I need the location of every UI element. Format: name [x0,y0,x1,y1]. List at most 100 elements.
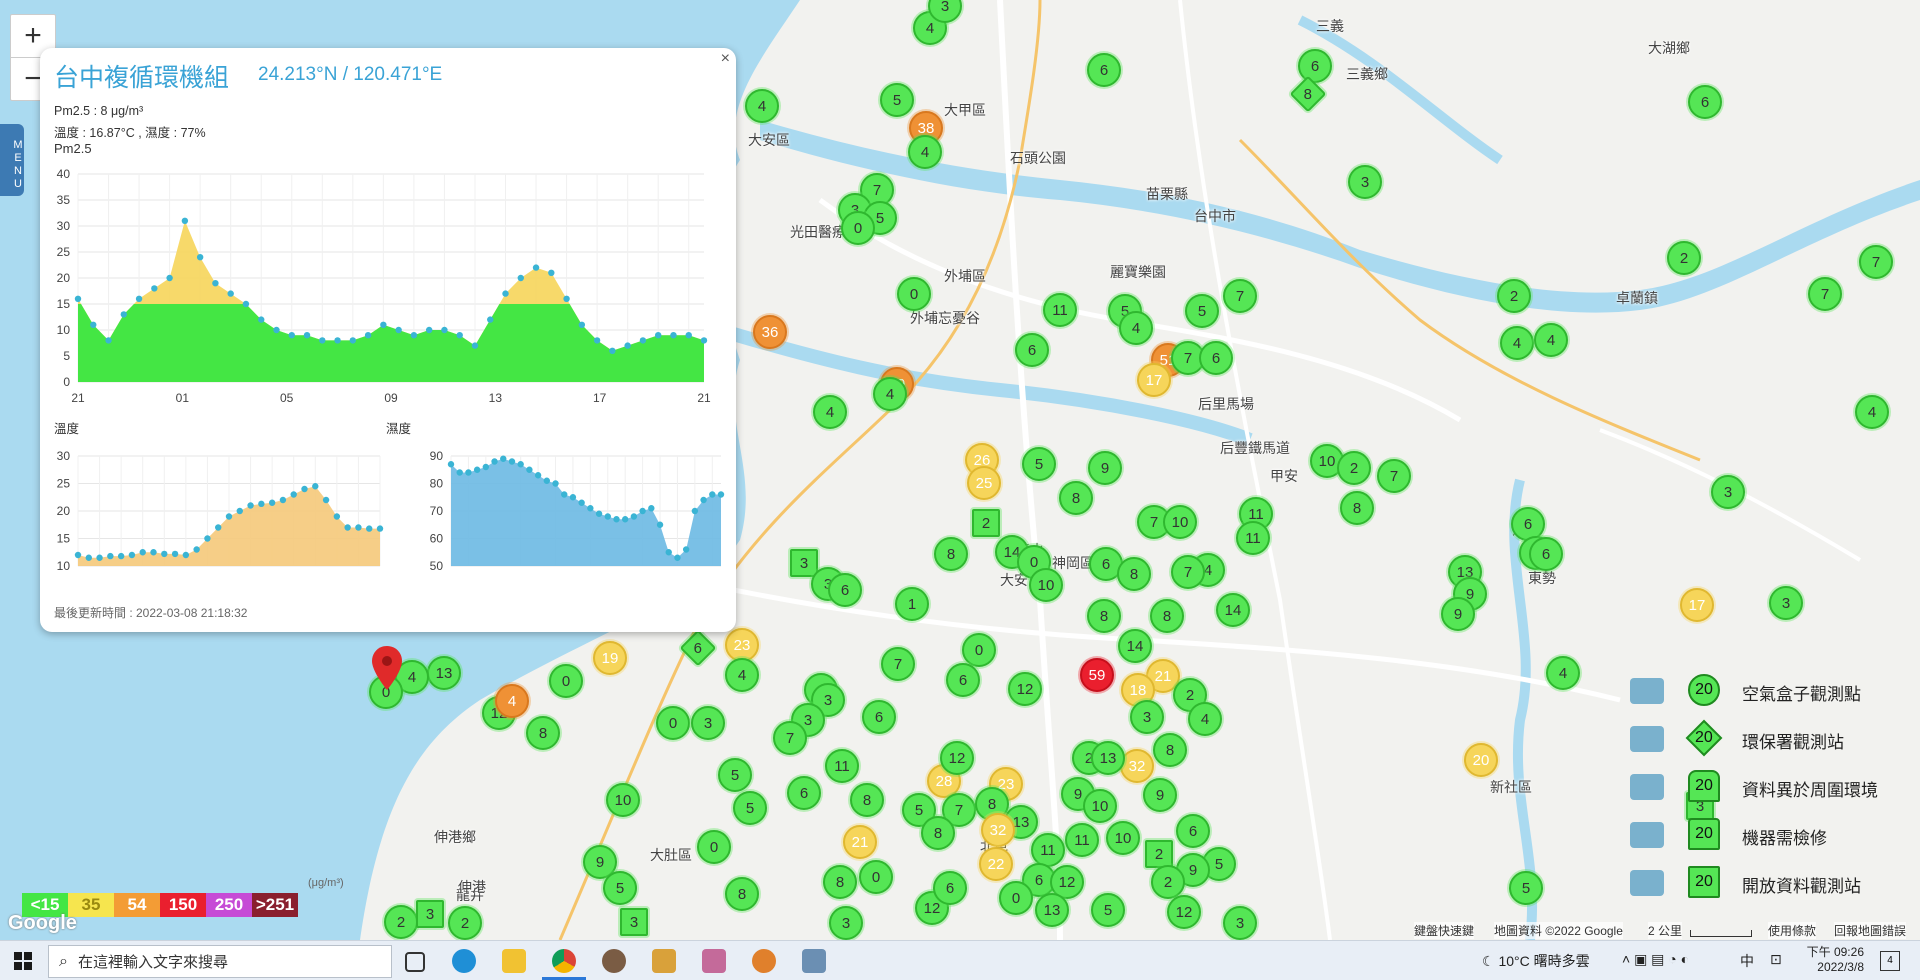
scale-bar[interactable]: 2 公里 [1648,922,1683,939]
sensor-marker[interactable]: 36 [753,315,787,349]
sensor-marker[interactable]: 5 [880,83,914,117]
sensor-marker[interactable]: 3 [691,706,725,740]
sensor-marker[interactable]: 4 [813,395,847,429]
sensor-marker[interactable]: 20 [1464,743,1498,777]
sensor-marker[interactable]: 6 [1199,341,1233,375]
sensor-marker[interactable]: 3 [1769,586,1803,620]
sensor-marker[interactable]: 11 [1065,823,1099,857]
sensor-marker[interactable]: 8 [1087,599,1121,633]
notifications-icon[interactable]: 4 [1880,951,1900,971]
sensor-marker[interactable]: 12 [940,741,974,775]
sensor-marker[interactable]: 0 [656,706,690,740]
sensor-marker[interactable]: 6 [1015,333,1049,367]
sensor-marker[interactable]: 3 [1711,475,1745,509]
sensor-marker[interactable]: 32 [1120,749,1154,783]
sensor-marker[interactable]: 5 [603,871,637,905]
sensor-marker[interactable]: 2 [1145,840,1173,868]
sensor-marker[interactable]: 10 [1163,505,1197,539]
sensor-marker[interactable]: 2 [448,906,482,940]
sensor-marker[interactable]: 21 [843,825,877,859]
sensor-marker[interactable]: 5 [1509,871,1543,905]
sensor-marker[interactable]: 1 [895,587,929,621]
close-popup-button[interactable]: × [720,50,730,67]
keyboard-shortcuts-link[interactable]: 鍵盤快速鍵 [1414,922,1475,939]
sensor-marker[interactable]: 12 [1008,672,1042,706]
sensor-marker[interactable]: 0 [549,664,583,698]
sensor-marker[interactable]: 7 [1808,277,1842,311]
sensor-marker[interactable]: 8 [1153,733,1187,767]
sensor-marker[interactable]: 32 [981,813,1015,847]
chrome-browser-icon[interactable] [552,949,576,973]
sensor-marker[interactable]: 4 [908,135,942,169]
sensor-marker[interactable]: 14 [1216,593,1250,627]
sensor-marker[interactable]: 0 [962,633,996,667]
sensor-marker[interactable]: 5 [1091,893,1125,927]
sensor-marker[interactable]: 19 [593,641,627,675]
sensor-marker[interactable]: 8 [823,865,857,899]
sensor-marker[interactable]: 4 [1188,702,1222,736]
sensor-marker[interactable]: 5 [733,791,767,825]
sensor-marker[interactable]: 17 [1680,588,1714,622]
sensor-marker[interactable]: 8 [921,816,955,850]
sensor-marker[interactable]: 0 [841,211,875,245]
sensor-marker[interactable]: 11 [1043,293,1077,327]
sensor-marker[interactable]: 2 [972,509,1000,537]
sensor-marker[interactable]: 0 [999,881,1033,915]
edge-browser-icon[interactable] [452,949,476,973]
sensor-marker[interactable]: 8 [725,877,759,911]
menu-tab[interactable]: MENU [0,124,24,196]
sensor-marker[interactable]: 9 [1088,451,1122,485]
sensor-marker[interactable]: 9 [1143,778,1177,812]
blender-icon[interactable] [752,949,776,973]
sensor-marker[interactable]: 6 [946,663,980,697]
sensor-marker[interactable]: 6 [828,573,862,607]
sensor-marker[interactable]: 3 [620,908,648,936]
sensor-marker[interactable]: 25 [967,466,1001,500]
sensor-marker[interactable]: 2 [1151,865,1185,899]
sensor-marker[interactable]: 11 [1236,521,1270,555]
sensor-marker[interactable]: 3 [829,906,863,940]
sensor-marker[interactable]: 7 [1223,279,1257,313]
sensor-marker[interactable]: 8 [1340,491,1374,525]
sensor-marker[interactable]: 59 [1080,658,1114,692]
sensor-marker[interactable]: 7 [1859,245,1893,279]
app-icon-animal[interactable] [652,949,676,973]
sensor-marker[interactable]: 3 [1130,700,1164,734]
sensor-marker[interactable]: 7 [881,647,915,681]
sensor-marker[interactable]: 10 [606,783,640,817]
sensor-marker[interactable]: 13 [1091,741,1125,775]
sensor-marker[interactable]: 14 [1118,629,1152,663]
file-explorer-icon[interactable] [502,949,526,973]
sensor-marker[interactable]: 2 [1497,279,1531,313]
sensor-marker[interactable]: 8 [1059,481,1093,515]
sensor-marker[interactable]: 6 [1087,53,1121,87]
sensor-marker[interactable]: 0 [897,277,931,311]
sensor-marker[interactable]: 6 [787,776,821,810]
sensor-marker[interactable]: 13 [427,656,461,690]
sensor-marker[interactable]: 4 [495,684,529,718]
sensor-marker[interactable]: 12 [1167,895,1201,929]
sensor-marker[interactable]: 0 [859,860,893,894]
sensor-marker[interactable]: 8 [850,783,884,817]
sensor-marker[interactable]: 9 [1441,597,1475,631]
selected-location-pin-icon[interactable] [372,646,402,690]
sensor-marker[interactable]: 10 [1106,821,1140,855]
sensor-marker[interactable]: 3 [416,900,444,928]
sensor-marker[interactable]: 7 [942,793,976,827]
sensor-marker[interactable]: 7 [773,721,807,755]
sensor-marker[interactable]: 4 [1500,326,1534,360]
sensor-marker[interactable]: 10 [1029,568,1063,602]
sensor-marker[interactable]: 5 [1185,294,1219,328]
sensor-marker[interactable]: 2 [1337,451,1371,485]
sensor-marker[interactable]: 23 [725,628,759,662]
taskbar-search-box[interactable]: ⌕ 在這裡輸入文字來搜尋 [48,945,392,978]
sensor-marker[interactable]: 11 [1031,833,1065,867]
sensor-marker[interactable]: 2 [384,905,418,939]
ime-indicator[interactable]: 中 [1740,953,1754,969]
sensor-marker[interactable]: 4 [1119,311,1153,345]
sensor-marker[interactable]: 6 [862,700,896,734]
sensor-marker[interactable]: 4 [1855,395,1889,429]
sensor-marker[interactable]: 8 [1150,599,1184,633]
sensor-marker[interactable]: 9 [583,845,617,879]
sensor-marker[interactable]: 8 [1117,557,1151,591]
